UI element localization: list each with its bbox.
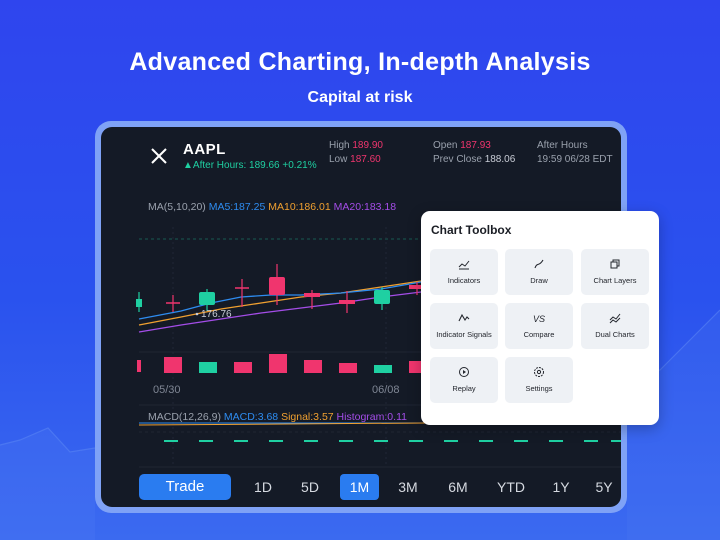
open-value: 187.93 bbox=[460, 140, 491, 151]
prev-close-value: 188.06 bbox=[484, 154, 516, 165]
ma-legend: MA(5,10,20) MA5:187.25 MA10:186.01 MA20:… bbox=[148, 201, 396, 213]
open-label: Open bbox=[433, 140, 458, 151]
ma5-value: MA5:187.25 bbox=[208, 201, 266, 213]
tool-label: Chart Layers bbox=[593, 276, 637, 285]
tool-chart-layers[interactable]: Chart Layers bbox=[581, 249, 649, 295]
after-hours-text: After Hours: 189.66 +0.21% bbox=[192, 160, 317, 171]
after-hours-quote: ▲After Hours: 189.66 +0.21% bbox=[183, 160, 317, 171]
close-icon[interactable] bbox=[150, 147, 168, 165]
low-value: 187.60 bbox=[350, 154, 381, 165]
up-arrow-icon: ▲ bbox=[183, 160, 193, 171]
dual-charts-icon bbox=[609, 313, 621, 324]
date-label-start: 05/30 bbox=[153, 384, 181, 396]
settings-icon bbox=[534, 367, 544, 377]
tool-dual-charts[interactable]: Dual Charts bbox=[581, 303, 649, 349]
tool-label: Indicators bbox=[447, 276, 481, 285]
timeframe-5y[interactable]: 5Y bbox=[595, 479, 613, 495]
session-time: 19:59 06/28 EDT bbox=[537, 154, 613, 165]
min-marker-label: 176.76 bbox=[201, 309, 232, 320]
layers-icon bbox=[610, 259, 620, 269]
candle bbox=[199, 289, 215, 311]
low-stat: Low 187.60 bbox=[329, 154, 381, 165]
tool-label: Dual Charts bbox=[595, 330, 635, 339]
timeframe-5d[interactable]: 5D bbox=[301, 479, 319, 495]
timeframe-6m[interactable]: 6M bbox=[448, 479, 468, 495]
timeframe-bar: Trade 1D 5D 1M 3M 6M YTD 1Y 5Y bbox=[139, 474, 619, 500]
ma10-value: MA10:186.01 bbox=[268, 201, 331, 213]
timeframe-1d[interactable]: 1D bbox=[254, 479, 272, 495]
high-label: High bbox=[329, 140, 350, 151]
macd-histogram bbox=[164, 440, 621, 442]
prev-close-label: Prev Close bbox=[433, 154, 482, 165]
low-label: Low bbox=[329, 154, 348, 165]
histogram-value: Histogram:0.11 bbox=[336, 411, 407, 423]
tool-compare[interactable]: VS Compare bbox=[505, 303, 573, 349]
chart-screen: AAPL ▲After Hours: 189.66 +0.21% High 18… bbox=[101, 127, 621, 507]
replay-icon bbox=[459, 367, 469, 377]
trade-button[interactable]: Trade bbox=[139, 474, 231, 500]
macd-value: MACD:3.68 bbox=[223, 411, 279, 423]
compare-icon: VS bbox=[533, 314, 545, 324]
tool-label: Draw bbox=[530, 276, 548, 285]
candle bbox=[409, 282, 421, 295]
candlestick-series bbox=[136, 264, 421, 313]
tool-label: Indicator Signals bbox=[436, 330, 492, 339]
tool-label: Settings bbox=[525, 384, 553, 393]
signal-value: Signal:3.57 bbox=[281, 411, 334, 423]
draw-icon bbox=[534, 259, 544, 269]
candle bbox=[374, 287, 390, 310]
indicators-icon bbox=[458, 260, 470, 270]
open-stat: Open 187.93 bbox=[433, 140, 491, 151]
timeframe-1y[interactable]: 1Y bbox=[552, 479, 570, 495]
tool-settings[interactable]: Settings bbox=[505, 357, 573, 403]
tool-indicators[interactable]: Indicators bbox=[430, 249, 498, 295]
headline: Advanced Charting, In-depth Analysis bbox=[129, 48, 591, 76]
prev-close-stat: Prev Close 188.06 bbox=[433, 154, 515, 165]
svg-text:VS: VS bbox=[533, 314, 545, 324]
date-label-mid: 06/08 bbox=[372, 384, 400, 396]
price-chart[interactable]: 176.76 bbox=[101, 127, 621, 507]
timeframe-3m[interactable]: 3M bbox=[398, 479, 418, 495]
session-label: After Hours bbox=[537, 140, 588, 151]
ticker-symbol: AAPL bbox=[183, 141, 226, 158]
tool-label: Compare bbox=[523, 330, 555, 339]
candle bbox=[136, 292, 142, 312]
volume-bars bbox=[137, 354, 423, 373]
ma-label: MA(5,10,20) bbox=[148, 201, 206, 213]
candle bbox=[166, 295, 180, 312]
device-frame: AAPL ▲After Hours: 189.66 +0.21% High 18… bbox=[95, 121, 627, 513]
signal-line bbox=[138, 422, 427, 426]
ma20-value: MA20:183.18 bbox=[333, 201, 397, 213]
risk-warning: Capital at risk bbox=[307, 89, 413, 106]
signal-icon bbox=[458, 313, 470, 322]
tool-draw[interactable]: Draw bbox=[505, 249, 573, 295]
candle bbox=[235, 279, 249, 307]
chart-toolbox: Chart Toolbox Indicators Draw Chart Laye… bbox=[421, 211, 659, 425]
toolbox-title: Chart Toolbox bbox=[431, 223, 512, 237]
macd-legend: MACD(12,26,9) MACD:3.68 Signal:3.57 Hist… bbox=[148, 411, 407, 423]
high-stat: High 189.90 bbox=[329, 140, 383, 151]
high-value: 189.90 bbox=[352, 140, 383, 151]
ma10-line bbox=[138, 280, 422, 326]
candle bbox=[339, 291, 355, 313]
candle bbox=[304, 290, 320, 309]
timeframe-1m[interactable]: 1M bbox=[340, 474, 379, 500]
tool-indicator-signals[interactable]: Indicator Signals bbox=[430, 303, 498, 349]
tool-label: Replay bbox=[452, 384, 476, 393]
macd-label: MACD(12,26,9) bbox=[148, 411, 221, 423]
candle bbox=[269, 264, 285, 305]
timeframe-ytd[interactable]: YTD bbox=[497, 479, 525, 495]
tool-replay[interactable]: Replay bbox=[430, 357, 498, 403]
min-marker-dot bbox=[195, 312, 199, 316]
